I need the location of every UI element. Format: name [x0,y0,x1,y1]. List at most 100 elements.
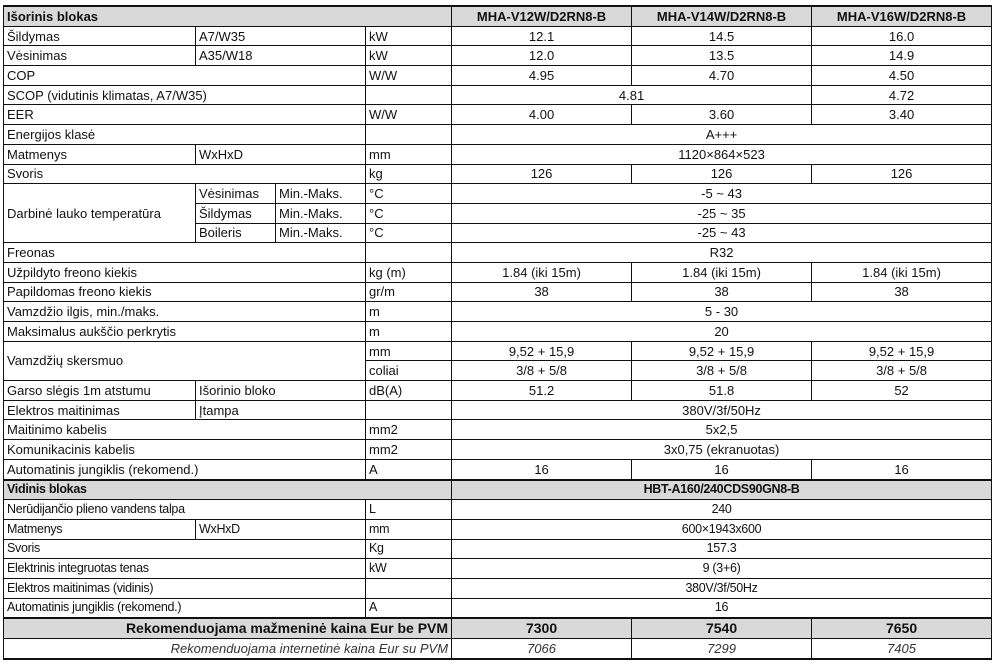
cell: 4.95 [451,65,633,86]
row-label: Komunikacinis kabelis [3,439,366,460]
table-row: Vamzdžių skersmuo mm 9,52 + 15,9 9,52 + … [3,340,993,382]
model-header: HBT-A160/240CDS90GN8-B [451,478,993,501]
model-header: MHA-V14W/D2RN8-B [631,4,813,27]
cell: 3.40 [811,104,993,126]
cell: 3/8 + 5/8 [451,360,633,382]
cell: 3x0,75 (ekranuotas) [451,439,993,460]
cell: 126 [631,163,813,185]
price-cell: 7540 [631,617,813,640]
cell: 4.50 [811,65,993,86]
cell: 16 [451,597,993,619]
indoor-header-row: Vidinis blokas HBT-A160/240CDS90GN8-B [2,478,993,501]
table-row: Maitinimo kabelis mm2 5x2,5 [3,419,993,441]
row-condition: A7/W35 [195,25,366,47]
online-price-row: Rekomenduojama internetinė kaina Eur su … [2,637,993,660]
cell: 9,52 + 15,9 [451,340,633,362]
table-row: Elektros maitinimas Įtampa 380V/3f/50Hz [3,399,993,421]
cell: 3.60 [631,104,813,126]
row-condition: A35/W18 [195,45,366,67]
section-title: Išorinis blokas [2,4,453,27]
cell: -25 ~ 35 [451,202,993,224]
row-label: Automatinis jungiklis (rekomend.) [3,597,366,619]
row-label: Darbinė lauko temperatūra [3,183,196,244]
row-unit: A [364,458,453,481]
row-label: Šildymas [3,25,196,47]
row-unit [364,124,453,145]
row-unit: mm [364,518,453,540]
row-unit: W/W [364,104,453,126]
price-cell: 7405 [811,637,993,660]
row-unit: °C [364,202,453,224]
cell: A+++ [451,124,993,145]
row-condition: Boileris [195,222,276,244]
cell: 380V/3f/50Hz [451,577,993,599]
cell: 4.70 [631,65,813,86]
cell: 16 [631,458,813,481]
row-range: Min.-Maks. [275,202,366,224]
row-label: Svoris [3,538,366,560]
row-unit: kW [364,45,453,67]
cell: 5x2,5 [451,419,993,441]
table-row: Užpildyto freono kiekis kg (m) 1.84 (iki… [3,261,993,283]
cell: 1.84 (iki 15m) [451,261,633,283]
row-unit: °C [364,183,453,204]
section-title: Vidinis blokas [2,478,453,501]
cell: 9 (3+6) [451,558,993,579]
table-row: Matmenys WxHxD mm 1120×864×523 [3,143,993,165]
cell: 14.9 [811,45,993,67]
cell: 1120×864×523 [451,143,993,165]
cell: 4.81 [451,84,813,106]
row-condition: Išorinio bloko [195,380,366,401]
row-label: COP [3,65,366,86]
row-unit: L [364,499,453,520]
cell: 4.00 [451,104,633,126]
row-label: SCOP (vidutinis klimatas, A7/W35) [3,84,366,106]
cell: 52 [811,380,993,401]
row-label: Maksimalus aukščio perkrytis [3,321,366,342]
model-header: MHA-V12W/D2RN8-B [451,4,633,27]
table-row: Svoris kg 126 126 126 [3,163,993,185]
spec-table: Išorinis blokas MHA-V12W/D2RN8-B MHA-V14… [2,4,993,660]
row-label: EER [3,104,366,126]
row-condition: WxHxD [195,518,366,540]
cell: 240 [451,499,993,520]
cell: 600×1943x600 [451,518,993,540]
row-range: Min.-Maks. [275,222,366,244]
row-unit: mm [364,340,453,362]
row-unit: m [364,301,453,322]
row-unit [364,84,453,106]
row-label: Garso slėgis 1m atstumu [3,380,196,401]
table-row: Garso slėgis 1m atstumu Išorinio bloko d… [3,380,993,401]
cell: 3/8 + 5/8 [631,360,813,382]
row-unit [364,399,453,421]
cell: 16 [811,458,993,481]
row-unit: kW [364,558,453,579]
cell: 5 - 30 [451,301,993,322]
price-label: Rekomenduojama internetinė kaina Eur su … [2,637,453,660]
row-label: Nerūdijančio plieno vandens talpa [3,499,366,520]
table-row: Papildomas freono kiekis gr/m 38 38 38 [3,281,993,303]
price-label: Rekomenduojama mažmeninė kaina Eur be PV… [2,617,453,640]
table-row: Automatinis jungiklis (rekomend.) A 16 1… [3,458,993,481]
row-unit [364,577,453,599]
cell: 38 [451,281,633,303]
row-label: Vėsinimas [3,45,196,67]
row-label: Užpildyto freono kiekis [3,261,366,283]
cell: 126 [451,163,633,185]
row-label: Matmenys [3,518,196,540]
table-row: Svoris Kg 157.3 [3,538,993,560]
price-cell: 7300 [451,617,633,640]
table-row: Automatinis jungiklis (rekomend.) A 16 [3,597,993,619]
row-unit: kg [364,163,453,185]
table-row: Nerūdijančio plieno vandens talpa L 240 [3,499,993,520]
outdoor-header-row: Išorinis blokas MHA-V12W/D2RN8-B MHA-V14… [2,4,993,27]
row-condition: WxHxD [195,143,366,165]
row-unit [364,242,453,263]
row-range: Min.-Maks. [275,183,366,204]
row-unit: dB(A) [364,380,453,401]
cell: -5 ~ 43 [451,183,993,204]
row-label: Papildomas freono kiekis [3,281,366,303]
row-unit: mm2 [364,419,453,441]
table-row: Matmenys WxHxD mm 600×1943x600 [3,518,993,540]
row-label: Automatinis jungiklis (rekomend.) [3,458,366,481]
